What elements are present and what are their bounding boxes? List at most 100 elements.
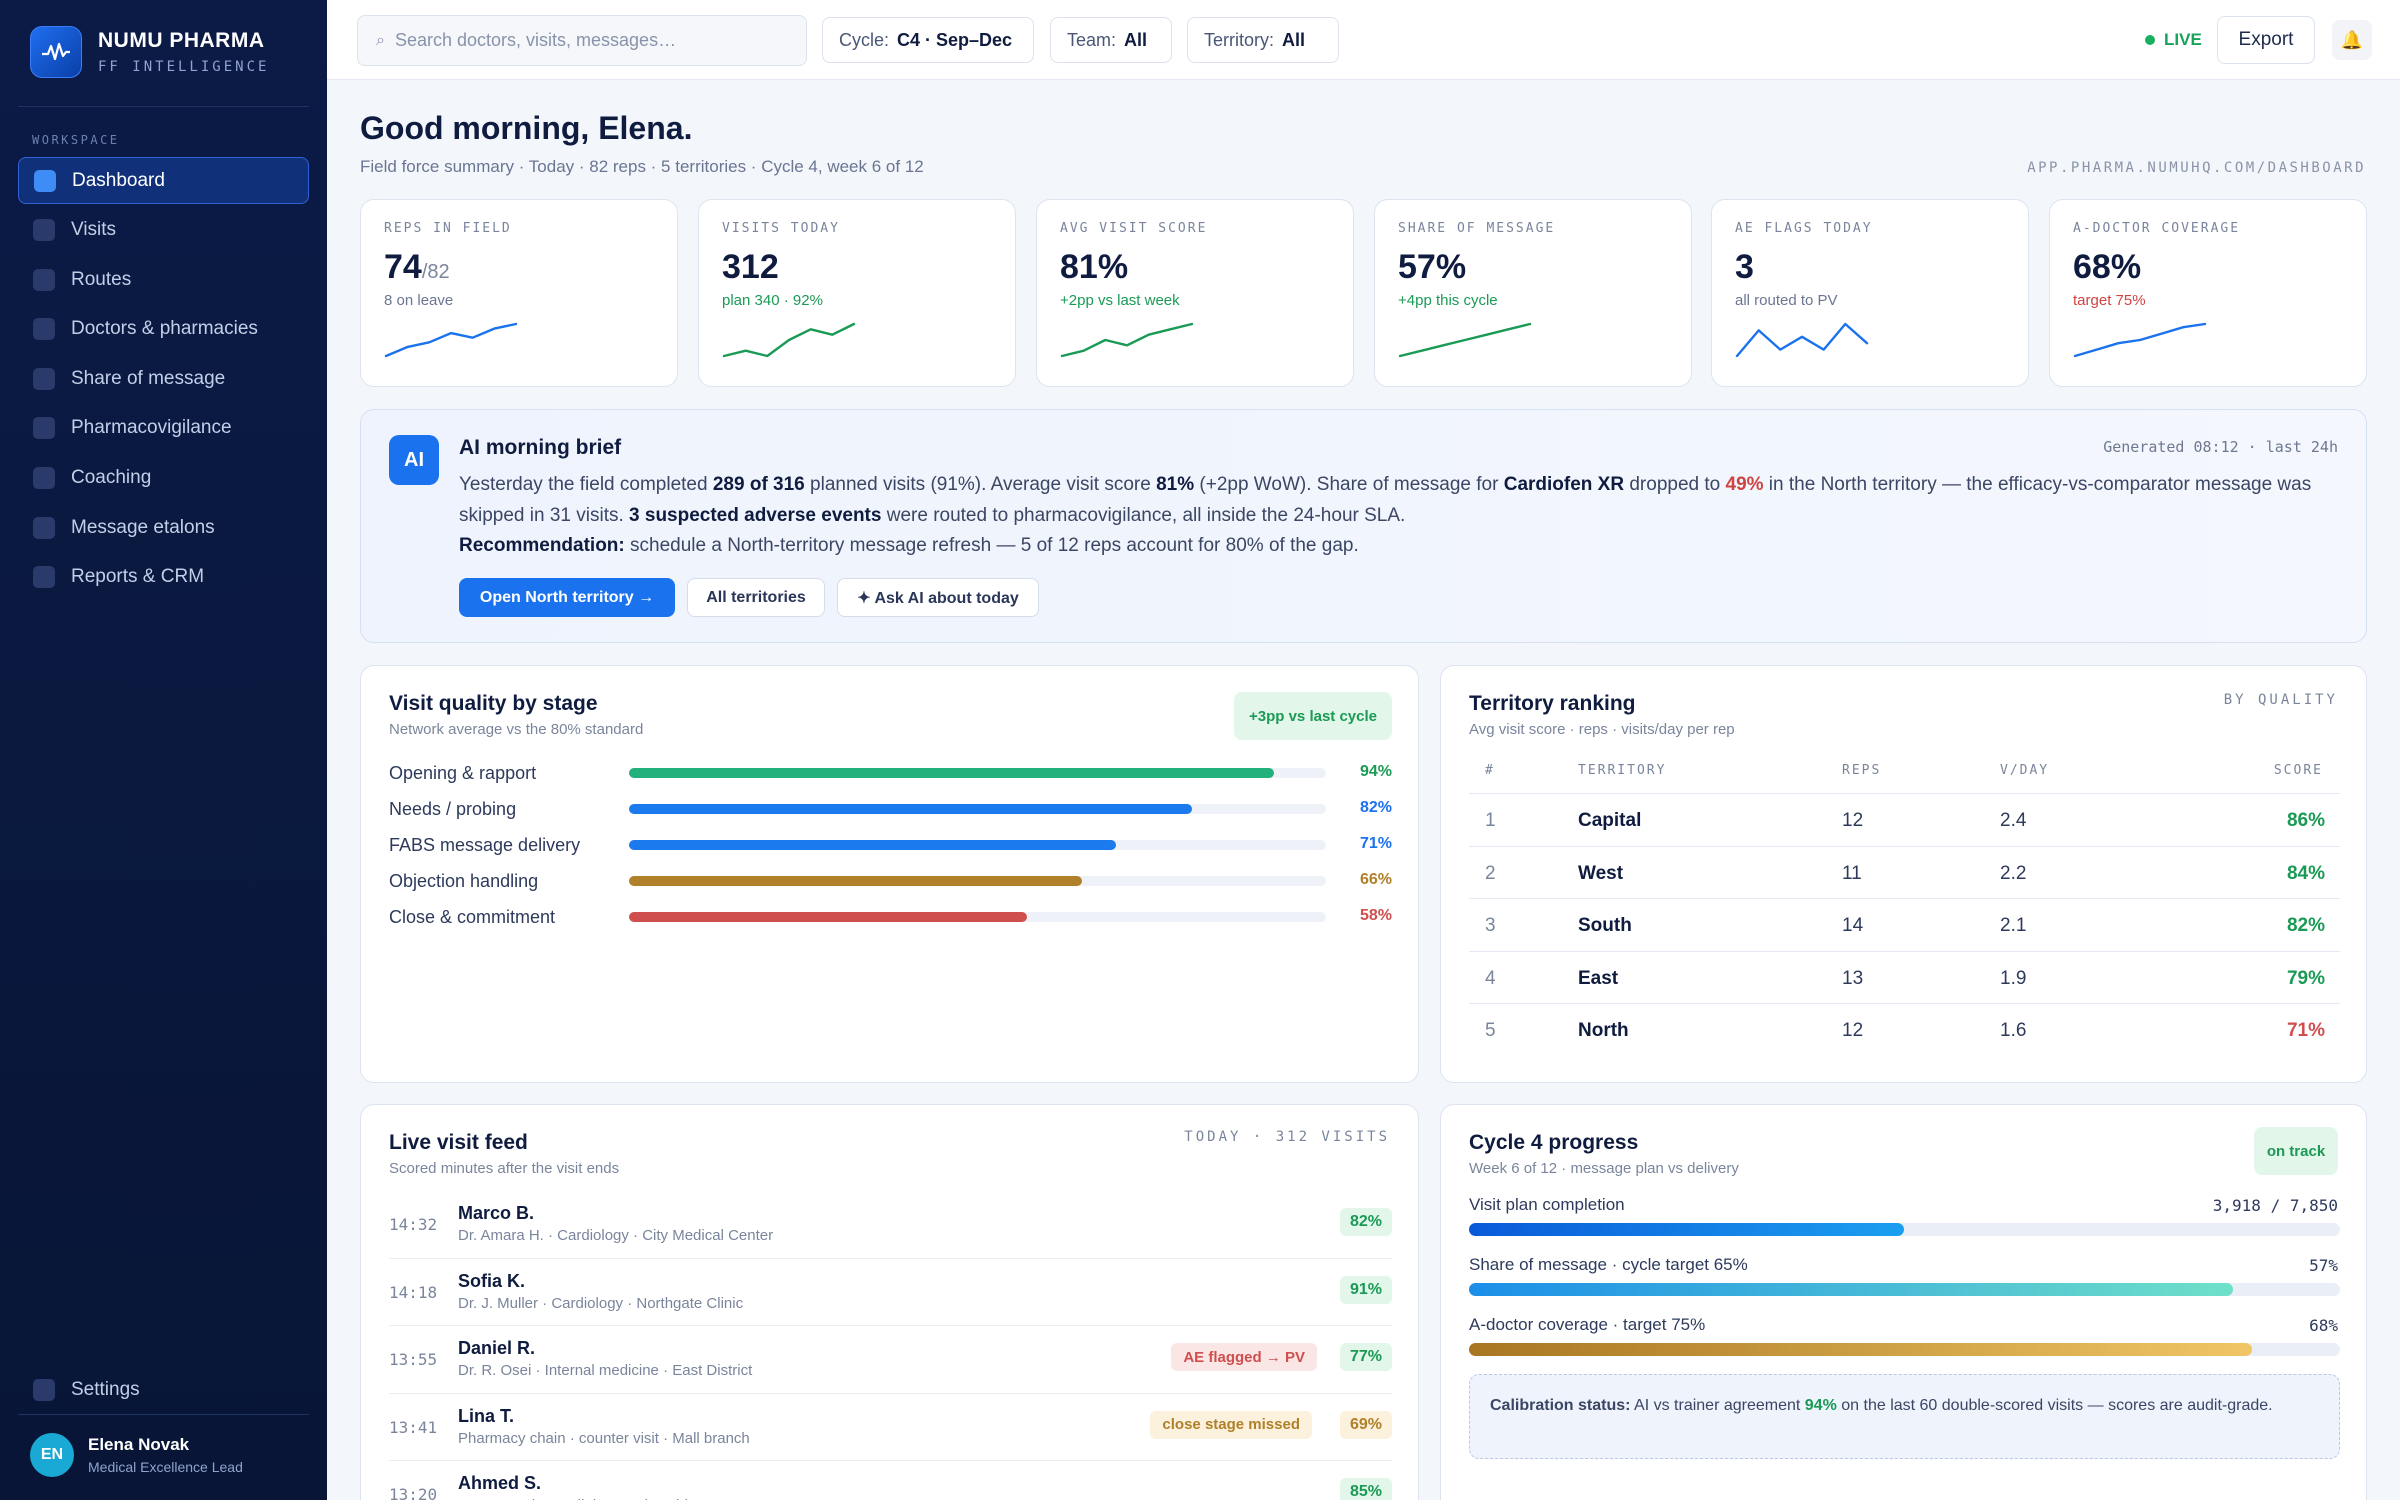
user-name: Elena Novak: [88, 1435, 190, 1454]
quality-bar-fill: [629, 911, 1028, 922]
list-item[interactable]: 13:41 Lina T. Pharmacy chain · counter vis…: [389, 1394, 1392, 1462]
quality-trend-badge: +3pp vs last cycle: [1234, 692, 1392, 740]
live-label: LIVE: [2164, 30, 2202, 49]
list-item[interactable]: 13:55 Daniel R. Dr. R. Osei · Internal med…: [389, 1326, 1392, 1394]
visits-per-day: 2.4: [2000, 810, 2027, 831]
visit-quality-subtitle: Network average vs the 80% standard: [389, 721, 644, 738]
ask-ai-button[interactable]: ✦ Ask AI about today: [837, 578, 1039, 617]
routes-icon: [33, 268, 55, 291]
workspace-label: WORKSPACE: [32, 133, 120, 147]
cycle-filter[interactable]: Cycle: C4 · Sep–Dec: [822, 17, 1034, 63]
sparkline: [384, 322, 518, 358]
search-placeholder: Search doctors, visits, messages…: [394, 30, 677, 50]
kpi-value: 312: [722, 248, 779, 287]
team-filter[interactable]: Team: All: [1050, 17, 1172, 63]
progress-fill: [1469, 1223, 1904, 1236]
visit-score-badge: 69%: [1339, 1410, 1392, 1439]
table-row[interactable]: 3 South 14 2.1 82%: [1469, 898, 2340, 951]
quality-bar-track: [629, 839, 1326, 850]
quality-bar-fill: [629, 803, 1192, 814]
export-button[interactable]: Export: [2217, 16, 2315, 64]
page-title: Good morning, Elena.: [360, 110, 693, 146]
visit-score-badge: 82%: [1339, 1208, 1392, 1236]
kpi-card[interactable]: AVG VISIT SCORE 81% +2pp vs last week: [1036, 199, 1354, 387]
search-input[interactable]: ⌕ Search doctors, visits, messages…: [357, 15, 807, 66]
territory-filter[interactable]: Territory: All: [1187, 17, 1339, 63]
calibration-label: Calibration status:: [1490, 1397, 1631, 1414]
sidebar-item-pharmacovigilance[interactable]: Pharmacovigilance: [18, 405, 309, 452]
all-territories-button[interactable]: All territories: [687, 578, 825, 617]
sidebar-item-coaching[interactable]: Coaching: [18, 455, 309, 502]
sidebar-item-label: Dashboard: [72, 169, 165, 191]
sidebar-item-reports-crm[interactable]: Reports & CRM: [18, 554, 309, 601]
sparkline-path: [1735, 322, 1869, 358]
user-role: Medical Excellence Lead: [88, 1459, 243, 1475]
visits-per-day: 2.2: [2000, 862, 2027, 884]
sparkline: [722, 322, 856, 358]
visit-detail: Dr. Amara H. · Cardiology · City Medical…: [458, 1227, 774, 1244]
search-icon: ⌕: [376, 31, 385, 49]
quality-row: Opening & rapport 94%: [389, 761, 1392, 785]
kpi-label: REPS IN FIELD: [384, 221, 512, 236]
kpi-label: VISITS TODAY: [722, 221, 840, 236]
kpi-card[interactable]: SHARE OF MESSAGE 57% +4pp this cycle: [1374, 199, 1692, 387]
list-item[interactable]: 14:32 Marco B. Dr. Amara H. · Cardiology ·…: [389, 1191, 1392, 1259]
cycle-progress-subtitle: Week 6 of 12 · message plan vs delivery: [1469, 1160, 1739, 1177]
open-north-territory-button[interactable]: Open North territory →: [459, 578, 675, 617]
doctors-icon: [33, 318, 55, 341]
ranking-sort-label[interactable]: BY QUALITY: [2223, 692, 2338, 708]
sidebar-item-visits[interactable]: Visits: [18, 207, 309, 254]
progress-label: Share of message · cycle target 65%: [1469, 1255, 1748, 1274]
kpi-subtext: 8 on leave: [384, 292, 454, 309]
rep-name: Daniel R.: [458, 1338, 536, 1359]
territory-name: East: [1578, 967, 1619, 989]
user-profile[interactable]: EN Elena Novak Medical Excellence Lead: [30, 1433, 243, 1477]
brand-name: NUMU PHARMA: [98, 29, 265, 52]
kpi-card[interactable]: VISITS TODAY 312 plan 340 · 92%: [698, 199, 1016, 387]
calibration-status: Calibration status: AI vs trainer agreem…: [1469, 1374, 2340, 1459]
settings-icon: [33, 1378, 55, 1401]
table-row[interactable]: 4 East 13 1.9 79%: [1469, 950, 2340, 1004]
list-item[interactable]: 14:18 Sofia K. Dr. J. Muller · Cardiology …: [389, 1259, 1392, 1327]
sidebar-item-message-etalons[interactable]: Message etalons: [18, 504, 309, 551]
sidebar-item-doctors-pharmacies[interactable]: Doctors & pharmacies: [18, 306, 309, 353]
kpi-subtext: +4pp this cycle: [1398, 292, 1498, 309]
kpi-card[interactable]: AE FLAGS TODAY 3 all routed to PV: [1711, 199, 2029, 387]
visit-detail: Dr. R. Osei · Internal medicine · East D…: [458, 1362, 753, 1380]
on-track-badge: on track: [2254, 1127, 2338, 1175]
kpi-card[interactable]: A-DOCTOR COVERAGE 68% target 75%: [2049, 199, 2367, 387]
sidebar-item-dashboard[interactable]: Dashboard: [18, 157, 309, 204]
sidebar-item-settings[interactable]: Settings: [18, 1366, 309, 1413]
filter-key: Team:: [1067, 29, 1117, 50]
list-item[interactable]: 13:20 Ahmed S. Dr. P. Rossi · Cardiology ·…: [389, 1461, 1392, 1500]
kpi-card[interactable]: REPS IN FIELD 74/82 8 on leave: [360, 199, 678, 387]
table-row[interactable]: 5 North 12 1.6 71%: [1469, 1003, 2340, 1056]
cycle-progress-title: Cycle 4 progress: [1469, 1131, 1639, 1154]
territory-ranking-subtitle: Avg visit score · reps · visits/day per …: [1469, 721, 1735, 738]
quality-row: FABS message delivery 71%: [389, 833, 1392, 857]
territory-ranking-title: Territory ranking: [1469, 692, 1636, 715]
brand[interactable]: NUMU PHARMA FF INTELLIGENCE: [30, 26, 269, 78]
visit-detail: Dr. J. Muller · Cardiology · Northgate C…: [458, 1294, 744, 1312]
brand-logo-icon: [30, 26, 82, 78]
visits-per-day: 1.9: [2000, 967, 2027, 989]
progress-track: [1469, 1343, 2340, 1356]
filter-value: All: [1282, 29, 1306, 50]
quality-stage-label: Opening & rapport: [389, 763, 537, 783]
quality-stage-label: Needs / probing: [389, 798, 517, 819]
sidebar-item-routes[interactable]: Routes: [18, 256, 309, 303]
table-row[interactable]: 1 Capital 12 2.4 86%: [1469, 793, 2340, 846]
kpi-number: 68%: [2073, 248, 2142, 286]
territory-name: West: [1578, 862, 1624, 884]
table-row[interactable]: 2 West 11 2.2 84%: [1469, 845, 2340, 899]
sidebar-item-share-of-message[interactable]: Share of message: [18, 355, 309, 402]
brief-alert-value: 49%: [1725, 474, 1764, 495]
quality-bar-fill: [629, 768, 1275, 778]
sidebar-divider: [18, 1414, 309, 1415]
rep-name: Lina T.: [458, 1405, 515, 1426]
sidebar-divider: [18, 106, 309, 107]
kpi-number: 3: [1735, 248, 1754, 286]
rank-number: 4: [1485, 967, 1496, 989]
bell-icon[interactable]: 🔔: [2332, 20, 2372, 60]
brief-highlight: 81%: [1156, 474, 1195, 495]
